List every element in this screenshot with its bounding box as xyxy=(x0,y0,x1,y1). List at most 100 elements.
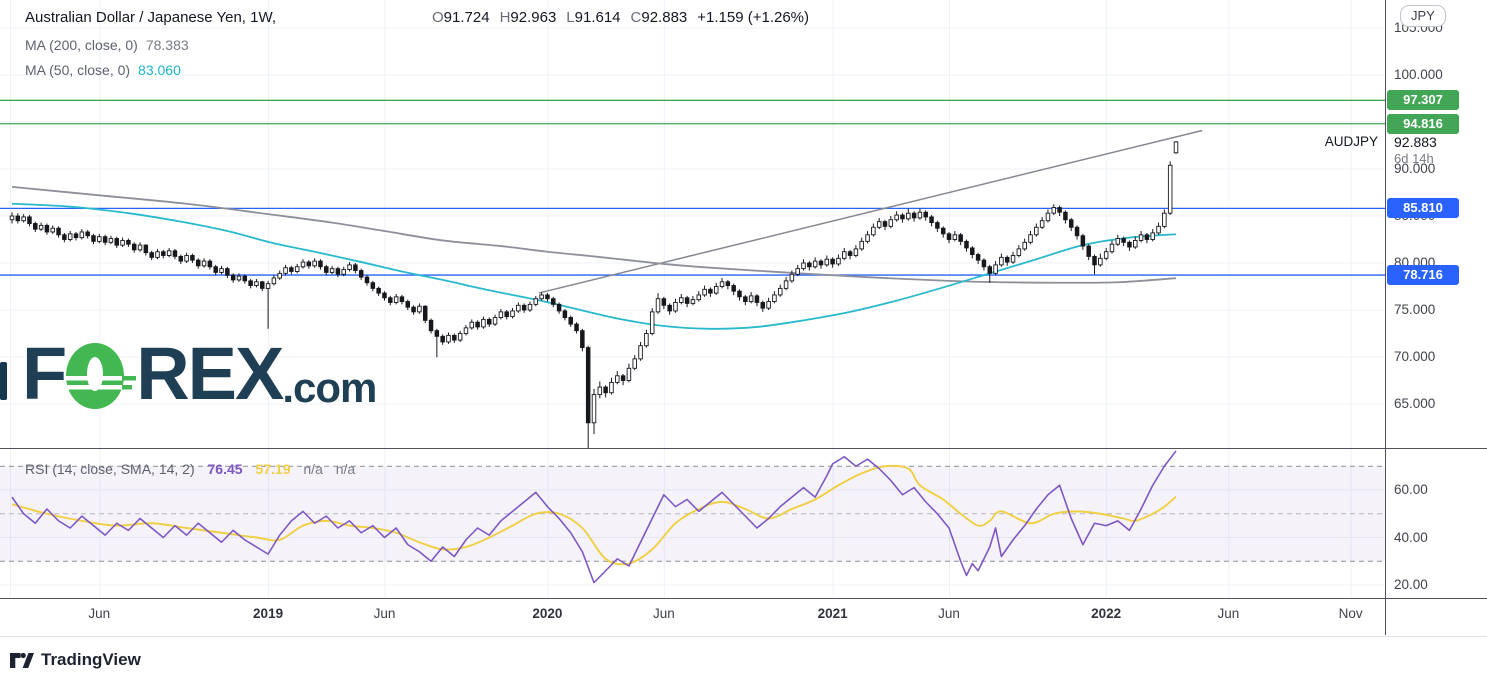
candle-down xyxy=(574,323,579,332)
ohlc-readout: O91.724 H92.963 L91.614 C92.883 +1.159 (+1.2… xyxy=(432,9,809,26)
candle-up xyxy=(1103,251,1109,259)
candle-down xyxy=(620,375,626,381)
candle-up xyxy=(655,298,661,313)
candle-down xyxy=(382,292,387,299)
price-tick-label: 90.000 xyxy=(1394,161,1436,176)
candle-up xyxy=(993,264,998,274)
candle-down xyxy=(428,319,434,332)
rsi-pane[interactable] xyxy=(0,450,1385,584)
candle-up xyxy=(1022,241,1027,250)
candle-up xyxy=(865,234,870,242)
time-label-month: Nov xyxy=(1338,606,1363,621)
ma50-value: 83.060 xyxy=(138,62,181,78)
time-label-year: 2022 xyxy=(1091,606,1122,621)
ma50-line xyxy=(11,202,1177,330)
candle-up xyxy=(1010,255,1016,263)
ohlc-value: 91.614 xyxy=(574,9,621,26)
price-level-badge: 78.716 xyxy=(1387,265,1459,286)
rsi-legend[interactable]: RSI (14, close, SMA, 14, 2) 76.45 57.19 … xyxy=(25,461,364,477)
candle-up xyxy=(9,215,15,221)
ma50-legend[interactable]: MA (50, close, 0) 83.060 xyxy=(25,62,181,78)
candle-down xyxy=(545,294,550,300)
ma200-value: 78.383 xyxy=(145,37,189,53)
candle-down xyxy=(1127,241,1132,248)
candle-down xyxy=(568,317,573,325)
candle-down xyxy=(335,268,341,275)
currency-toggle-button[interactable]: JPY xyxy=(1400,5,1446,27)
candle-up xyxy=(824,258,830,266)
candle-down xyxy=(434,330,440,337)
candle-up xyxy=(166,250,172,256)
candle-up xyxy=(649,311,655,334)
candle-down xyxy=(1086,245,1091,257)
candle-down xyxy=(807,262,812,268)
ohlc-key: C xyxy=(630,9,642,26)
candle-down xyxy=(551,298,556,305)
rsi-sma-line xyxy=(11,464,1177,566)
symbol-title[interactable]: Australian Dollar / Japanese Yen, 1W, xyxy=(25,9,276,26)
candle-down xyxy=(667,304,672,312)
candle-up xyxy=(184,255,189,262)
candle-up xyxy=(772,294,777,302)
candle-up xyxy=(417,305,422,313)
candle-down xyxy=(172,250,178,257)
candle-down xyxy=(562,310,568,318)
candle-down xyxy=(603,386,608,394)
candle-up xyxy=(527,303,533,311)
candle-up xyxy=(591,394,597,424)
candle-up xyxy=(21,216,26,222)
candle-up xyxy=(1150,232,1155,240)
ma200-legend[interactable]: MA (200, close, 0) 78.383 xyxy=(25,37,189,53)
candle-down xyxy=(126,239,131,245)
time-label-year: 2019 xyxy=(253,606,284,621)
candle-down xyxy=(260,281,265,289)
candle-down xyxy=(91,235,96,242)
candle-up xyxy=(679,297,684,303)
candle-up xyxy=(265,283,271,289)
candle-down xyxy=(708,288,713,294)
candle-up xyxy=(254,281,259,287)
candle-up xyxy=(50,227,55,233)
rsi-na2: n/a xyxy=(335,461,356,477)
candle-down xyxy=(1121,238,1126,243)
candle-down xyxy=(882,221,888,227)
candle-down xyxy=(1068,219,1074,228)
time-label-year: 2021 xyxy=(817,606,848,621)
watermark-dot-com: .com xyxy=(282,364,377,411)
candle-up xyxy=(1051,207,1057,214)
candle-down xyxy=(1063,211,1068,221)
candle-down xyxy=(440,335,445,343)
candle-up xyxy=(842,251,847,259)
candle-up xyxy=(690,299,696,304)
candle-up xyxy=(917,211,923,219)
candle-down xyxy=(195,259,201,267)
candle-down xyxy=(353,264,358,271)
candle-down xyxy=(213,266,218,273)
candle-up xyxy=(748,295,754,302)
candle-up xyxy=(626,367,632,381)
candle-down xyxy=(114,238,120,246)
candle-down xyxy=(900,214,905,220)
candle-up xyxy=(1016,248,1022,256)
candle-up xyxy=(516,304,521,312)
watermark-clipped-glyph xyxy=(0,362,7,400)
candle-up xyxy=(1156,225,1161,234)
candle-down xyxy=(131,243,137,251)
time-label-month: Jun xyxy=(938,606,960,621)
candle-down xyxy=(1144,234,1150,240)
tradingview-brand-link[interactable]: TradingView xyxy=(10,650,141,670)
candle-down xyxy=(940,227,946,235)
price-line-symbol-label: AUDJPY xyxy=(1324,134,1378,149)
candle-up xyxy=(120,239,125,246)
ohlc-key: L xyxy=(566,9,575,26)
candle-down xyxy=(143,244,149,254)
candle-down xyxy=(388,297,393,303)
candle-down xyxy=(56,227,61,236)
candle-down xyxy=(452,334,457,341)
candle-down xyxy=(225,268,230,276)
candle-down xyxy=(73,233,79,239)
candles-layer xyxy=(9,141,1179,448)
price-pane[interactable] xyxy=(0,99,1385,452)
time-label-month: Jun xyxy=(652,606,675,621)
